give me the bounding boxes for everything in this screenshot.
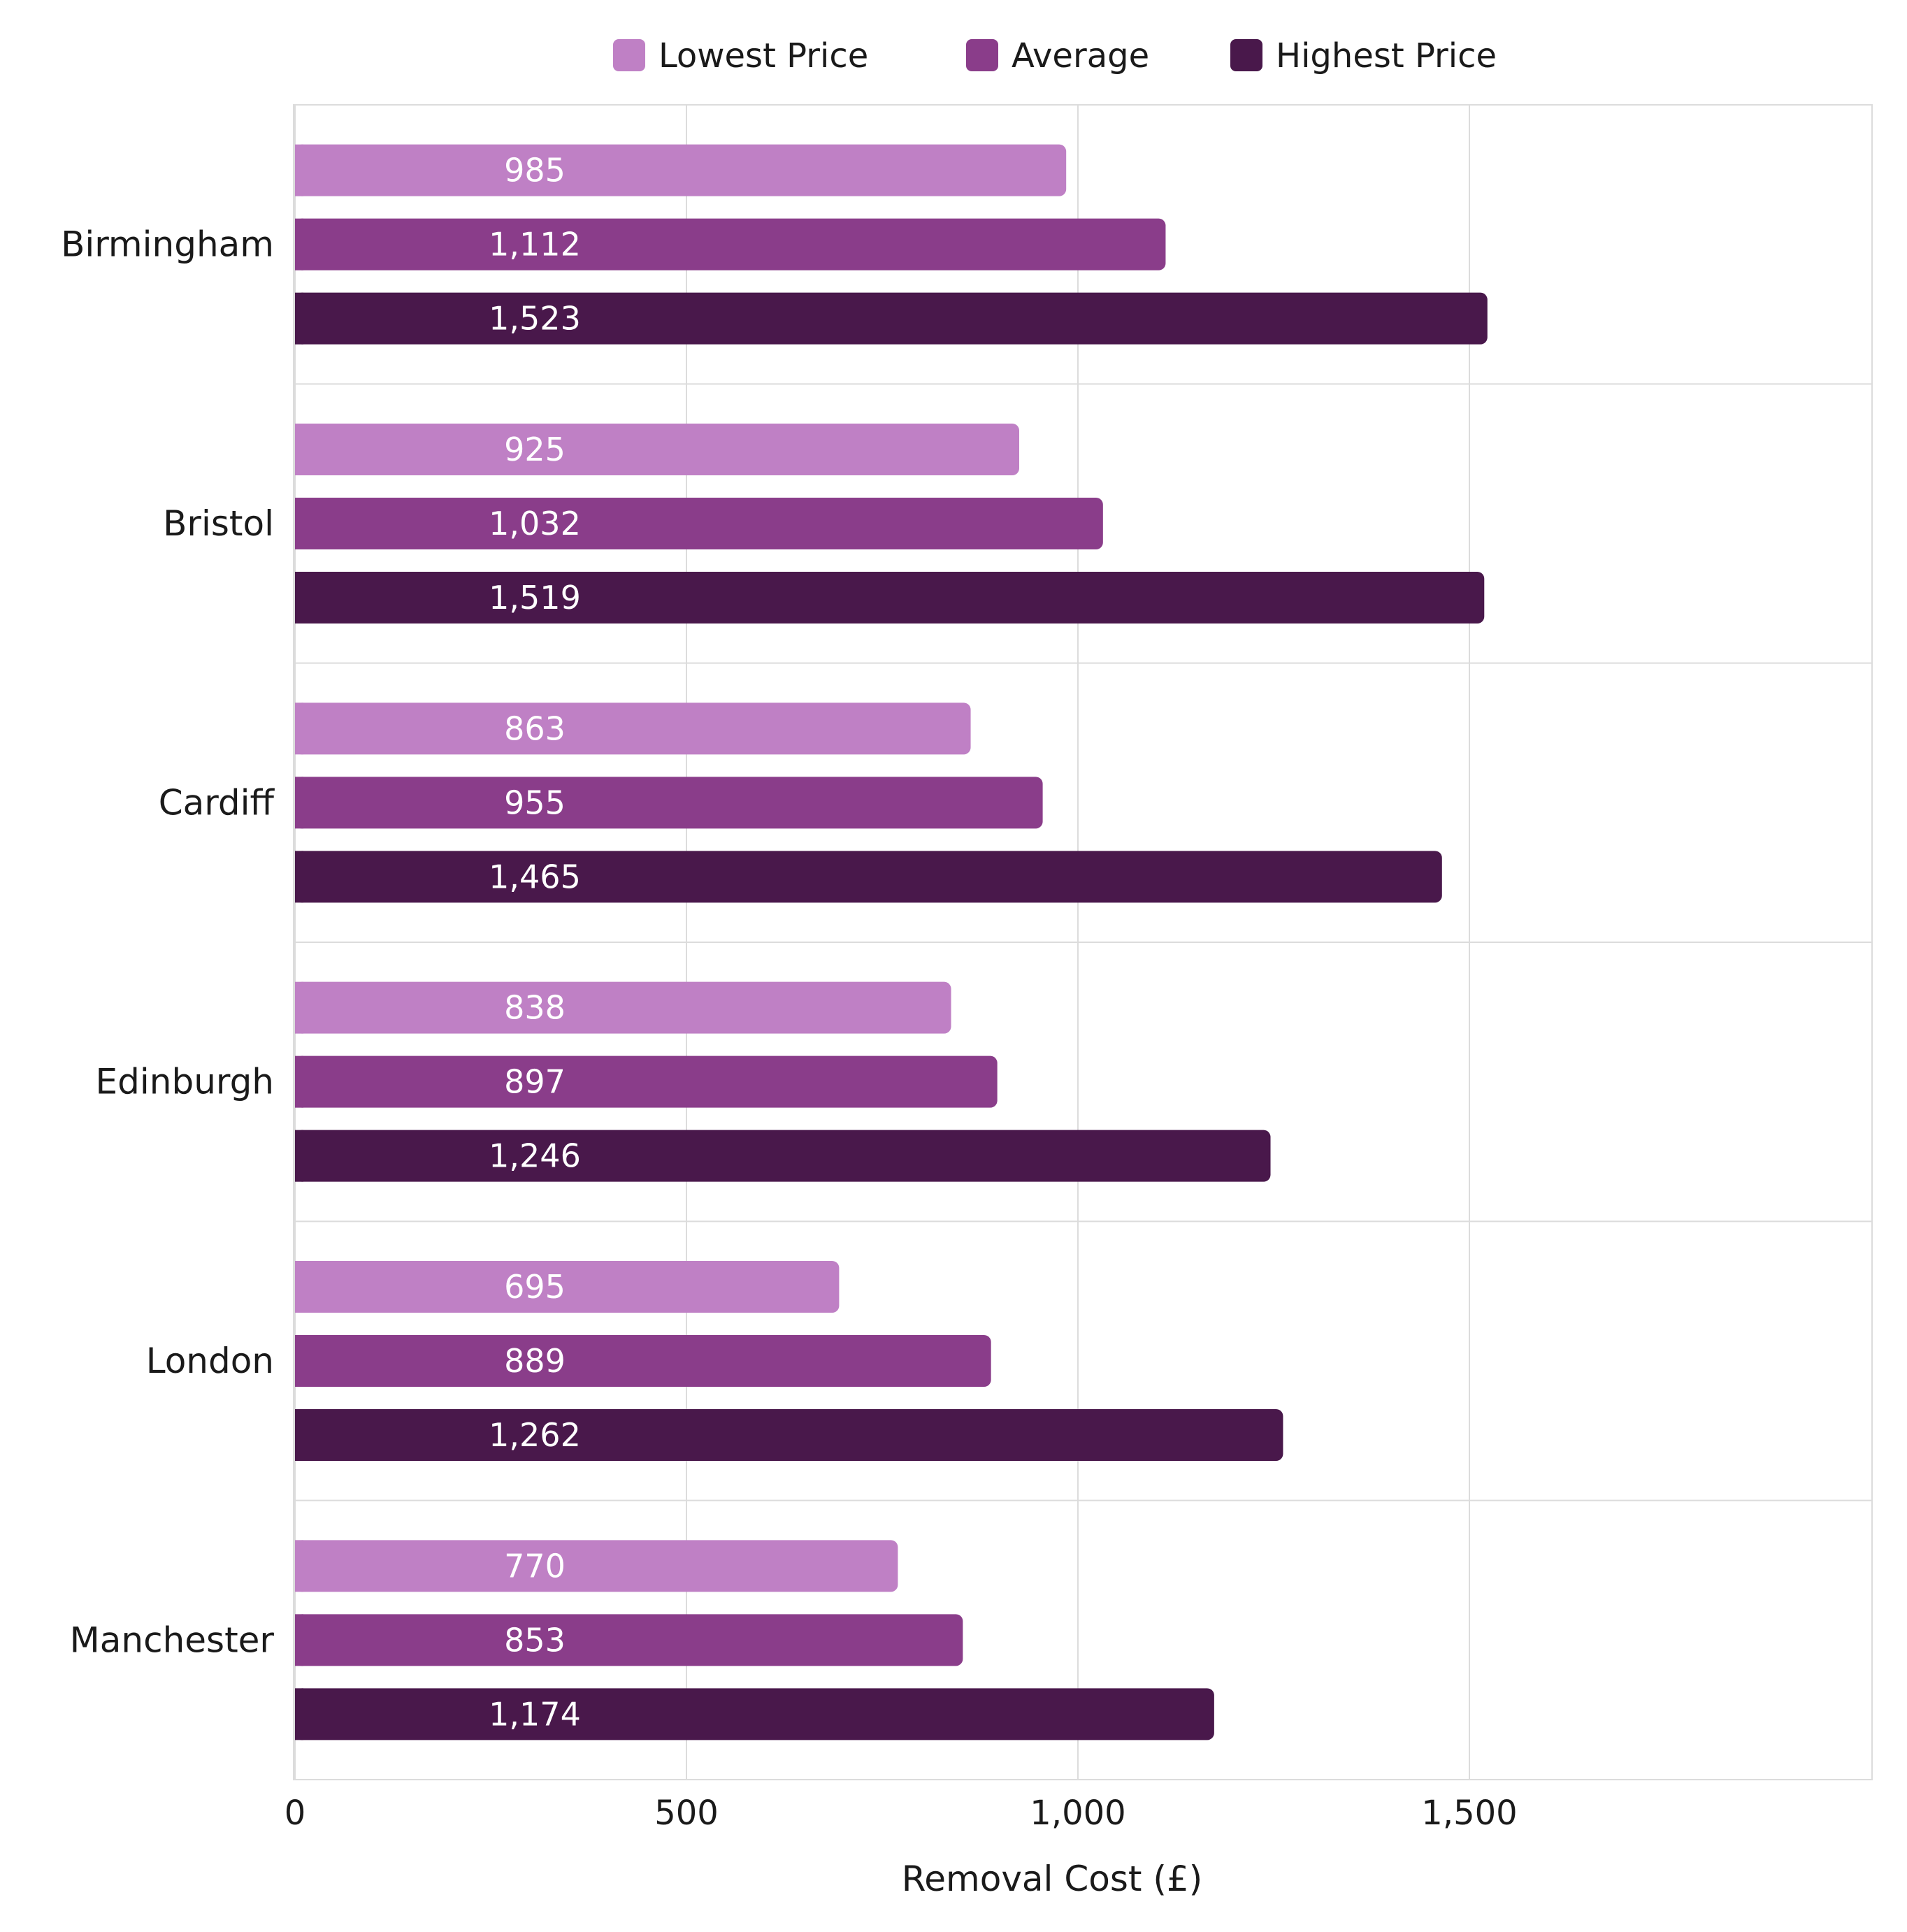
bar-data-label: 1,519 bbox=[489, 579, 581, 617]
chart-bars bbox=[295, 144, 1488, 1740]
chart-grid bbox=[293, 104, 1873, 1780]
chart-legend: Lowest Price Average Highest Price bbox=[613, 36, 1497, 75]
bar-data-label: 985 bbox=[504, 152, 566, 189]
bar-left-square bbox=[295, 424, 303, 475]
bar-left-square bbox=[295, 1540, 303, 1592]
bar-data-label: 838 bbox=[504, 989, 566, 1027]
bar-left-square bbox=[295, 702, 303, 755]
bar-data-label: 1,032 bbox=[489, 505, 581, 542]
bar bbox=[295, 572, 1485, 623]
bar-data-label: 853 bbox=[504, 1621, 566, 1659]
legend-label: Highest Price bbox=[1276, 36, 1497, 75]
chart-x-tick-labels: 0 500 1,000 1,500 bbox=[285, 1794, 1518, 1833]
bar bbox=[295, 1335, 991, 1387]
x-tick-label: 1,500 bbox=[1421, 1794, 1517, 1833]
bar bbox=[295, 1540, 898, 1592]
bar bbox=[295, 1261, 840, 1313]
x-tick-label: 0 bbox=[285, 1794, 306, 1833]
bar-left-square bbox=[295, 1614, 303, 1666]
bar-data-label: 770 bbox=[504, 1547, 566, 1585]
bar-data-label: 1,465 bbox=[489, 858, 581, 895]
bar-data-label: 889 bbox=[504, 1342, 566, 1380]
bar bbox=[295, 292, 1488, 345]
bar-left-square bbox=[295, 981, 303, 1034]
category-label: Cardiff bbox=[159, 782, 275, 823]
bar bbox=[295, 218, 1166, 271]
x-tick-label: 500 bbox=[654, 1794, 719, 1833]
category-label: Bristol bbox=[163, 503, 274, 544]
bar-data-label: 1,262 bbox=[489, 1416, 581, 1454]
bar bbox=[295, 498, 1103, 549]
bar bbox=[295, 1614, 963, 1666]
category-label: London bbox=[146, 1341, 274, 1381]
bar-data-label: 695 bbox=[504, 1268, 566, 1306]
bar-left-square bbox=[295, 218, 303, 271]
bar-data-label: 1,523 bbox=[489, 300, 581, 338]
bar-data-label: 1,112 bbox=[489, 226, 581, 264]
bar bbox=[295, 1130, 1271, 1182]
bar bbox=[295, 1055, 998, 1108]
bar bbox=[295, 1409, 1283, 1461]
chart-data-labels: 985 1,112 1,523 925 1,032 1,519 863 955 1,465 838… bbox=[489, 152, 581, 1733]
category-label: Edinburgh bbox=[96, 1062, 274, 1102]
x-tick-label: 1,000 bbox=[1030, 1794, 1125, 1833]
bar-left-square bbox=[295, 777, 303, 829]
legend-swatch bbox=[1230, 39, 1262, 71]
bar-left-square bbox=[295, 498, 303, 549]
bar-data-label: 955 bbox=[504, 784, 566, 821]
legend-swatch bbox=[966, 39, 998, 71]
bar-left-square bbox=[295, 851, 303, 903]
bar-data-label: 925 bbox=[504, 431, 566, 468]
chart-category-labels: Birmingham Bristol Cardiff Edinburgh London M… bbox=[61, 224, 275, 1661]
legend-swatch bbox=[613, 39, 645, 71]
bar bbox=[295, 981, 951, 1034]
bar-left-square bbox=[295, 1409, 303, 1461]
bar bbox=[295, 424, 1019, 475]
bar bbox=[295, 851, 1442, 903]
bar-left-square bbox=[295, 1130, 303, 1182]
bar-left-square bbox=[295, 572, 303, 623]
bar-left-square bbox=[295, 1335, 303, 1387]
legend-label: Average bbox=[1012, 36, 1149, 75]
bar bbox=[295, 144, 1067, 196]
bar-data-label: 1,246 bbox=[489, 1137, 581, 1175]
bar-left-square bbox=[295, 1261, 303, 1313]
bar-data-label: 897 bbox=[504, 1063, 566, 1101]
x-axis-title: Removal Cost (£) bbox=[902, 1859, 1202, 1899]
bar-left-square bbox=[295, 1688, 303, 1740]
legend-label: Lowest Price bbox=[659, 36, 868, 75]
bar-left-square bbox=[295, 1055, 303, 1108]
category-label: Birmingham bbox=[61, 224, 274, 265]
bar bbox=[295, 1688, 1214, 1740]
category-label: Manchester bbox=[70, 1620, 275, 1660]
bar-data-label: 863 bbox=[504, 709, 566, 747]
bar-left-square bbox=[295, 144, 303, 196]
bar bbox=[295, 702, 971, 755]
bar bbox=[295, 777, 1043, 829]
bar-data-label: 1,174 bbox=[489, 1695, 581, 1733]
bar-left-square bbox=[295, 292, 303, 345]
